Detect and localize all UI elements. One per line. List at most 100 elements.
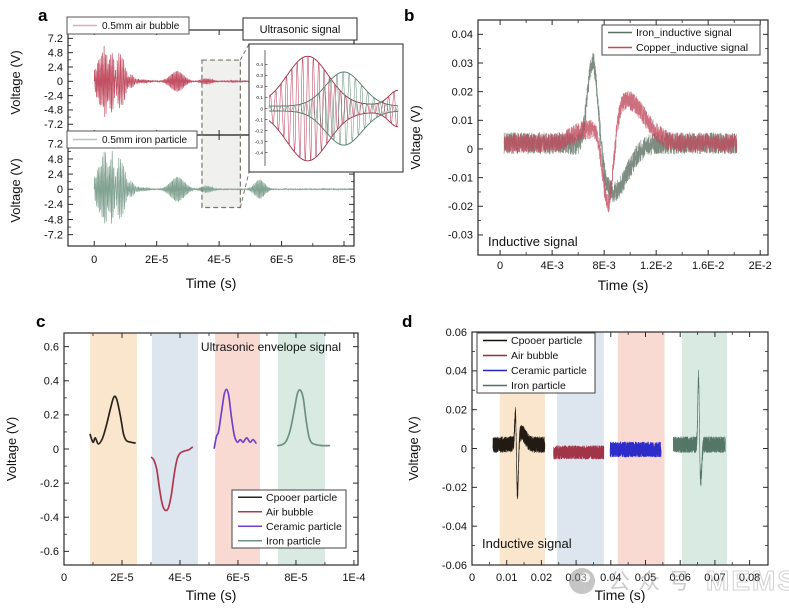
svg-text:-0.4: -0.4 [40, 512, 59, 524]
svg-text:0.03: 0.03 [452, 58, 473, 70]
svg-text:0.2: 0.2 [44, 410, 59, 422]
svg-text:0: 0 [57, 184, 63, 196]
svg-text:0.06: 0.06 [669, 572, 690, 584]
chart-c-ultrasonic-envelope: 0 2E-5 4E-5 6E-5 8E-5 1E-4 0.6 0.4 0.2 0 -0.2 -0.4 -… [4, 332, 366, 603]
svg-text:0: 0 [467, 144, 473, 156]
svg-text:Ceramic particle: Ceramic particle [511, 365, 587, 377]
svg-text:4E-5: 4E-5 [207, 254, 230, 266]
svg-text:8E-3: 8E-3 [593, 260, 616, 272]
svg-text:0.6: 0.6 [44, 341, 59, 353]
svg-text:0.04: 0.04 [452, 29, 473, 41]
svg-text:Time (s): Time (s) [186, 587, 237, 603]
svg-text:-2.4: -2.4 [44, 199, 63, 211]
svg-text:4E-5: 4E-5 [168, 572, 191, 584]
panel-b: b 0 4E-3 8E-3 1.2E-2 1.6E-2 2E-2 0.04 0.03 0.02 0… [394, 0, 789, 300]
svg-text:2E-2: 2E-2 [749, 260, 772, 272]
highlight-band [90, 333, 138, 565]
chart-b-inductive-signals: 0 4E-3 8E-3 1.2E-2 1.6E-2 2E-2 0.04 0.03 0.02 0.0… [408, 19, 772, 293]
svg-text:-4.8: -4.8 [44, 214, 63, 226]
svg-text:-0.01: -0.01 [448, 172, 473, 184]
watermark-logo-icon [569, 568, 595, 594]
svg-text:Iron particle: Iron particle [511, 380, 566, 392]
svg-text:7.2: 7.2 [48, 139, 63, 151]
svg-text:-0.2: -0.2 [40, 478, 59, 490]
svg-text:-0.03: -0.03 [448, 230, 473, 242]
svg-text:4E-3: 4E-3 [541, 260, 564, 272]
svg-text:0.5mm air bubble: 0.5mm air bubble [102, 21, 180, 32]
svg-text:-0.3: -0.3 [255, 139, 264, 145]
svg-text:-0.02: -0.02 [448, 201, 473, 213]
svg-text:0: 0 [497, 260, 503, 272]
svg-text:0.02: 0.02 [452, 86, 473, 98]
panel-a: a 7.2 4.8 2.4 0 -2.4 -4.8 -7.2 Voltage (V) 0 2E-5… [0, 0, 404, 300]
panel-d: d 00.010.020.030.040.050.060.070.080.060… [394, 300, 789, 609]
svg-text:8E-5: 8E-5 [332, 254, 355, 266]
svg-text:0: 0 [53, 444, 59, 456]
svg-text:Copper_inductive signal: Copper_inductive signal [636, 42, 748, 54]
svg-text:0.02: 0.02 [446, 404, 467, 416]
svg-text:0.3: 0.3 [256, 73, 263, 79]
svg-text:0.07: 0.07 [704, 572, 725, 584]
svg-text:0.08: 0.08 [739, 572, 760, 584]
svg-text:0.1: 0.1 [256, 95, 263, 101]
svg-text:Voltage (V): Voltage (V) [408, 105, 423, 169]
svg-text:0.04: 0.04 [446, 366, 467, 378]
svg-text:0.4: 0.4 [256, 62, 263, 68]
svg-text:Time (s): Time (s) [598, 277, 649, 293]
svg-text:-4.8: -4.8 [44, 105, 63, 117]
svg-text:0: 0 [461, 443, 467, 455]
svg-text:Inductive signal: Inductive signal [482, 536, 572, 551]
svg-text:-7.2: -7.2 [44, 119, 63, 131]
svg-text:-0.6: -0.6 [40, 546, 59, 558]
svg-text:Voltage (V): Voltage (V) [8, 50, 23, 114]
svg-text:-0.2: -0.2 [255, 128, 264, 134]
svg-text:0.05: 0.05 [635, 572, 656, 584]
svg-text:6E-5: 6E-5 [226, 572, 249, 584]
svg-text:Iron_inductive signal: Iron_inductive signal [636, 27, 732, 39]
svg-text:Time (s): Time (s) [595, 587, 646, 603]
svg-text:1.2E-2: 1.2E-2 [640, 260, 672, 272]
chart-d-inductive-particles: 00.010.020.030.040.050.060.070.080.060.0… [406, 327, 789, 603]
svg-text:0.4: 0.4 [44, 376, 59, 388]
panel-c-label: c [36, 312, 46, 331]
svg-text:Ultrasonic envelope signal: Ultrasonic envelope signal [201, 340, 341, 354]
svg-text:-0.06: -0.06 [442, 560, 467, 572]
svg-text:-7.2: -7.2 [44, 229, 63, 241]
inset-ultrasonic-signal: Ultrasonic signal 0.4 0.3 0.2 0.1 0 -0.1 -0.2 -0… [242, 17, 404, 173]
svg-text:8E-5: 8E-5 [284, 572, 307, 584]
svg-text:-0.4: -0.4 [255, 150, 264, 156]
svg-text:4.8: 4.8 [48, 47, 63, 59]
svg-text:0: 0 [260, 106, 263, 112]
panel-c: c 0 2E-5 4E-5 6E-5 8E-5 1E-4 0.6 0.4 0.2 0 -0.2 -0.… [0, 300, 400, 609]
svg-text:0: 0 [91, 254, 97, 266]
svg-text:1E-4: 1E-4 [342, 572, 365, 584]
svg-text:0.01: 0.01 [496, 572, 517, 584]
svg-text:Cpooer particle: Cpooer particle [266, 492, 337, 504]
watermark: 公众号 MEMS [569, 564, 789, 597]
svg-text:1.6E-2: 1.6E-2 [692, 260, 724, 272]
svg-text:Voltage (V): Voltage (V) [4, 417, 19, 481]
svg-text:Air bubble: Air bubble [266, 506, 313, 518]
svg-text:Cpooer particle: Cpooer particle [511, 335, 582, 347]
svg-text:6E-5: 6E-5 [270, 254, 293, 266]
svg-text:Ultrasonic signal: Ultrasonic signal [260, 24, 341, 36]
svg-text:Voltage (V): Voltage (V) [406, 416, 421, 480]
svg-text:0: 0 [61, 572, 67, 584]
svg-text:2E-5: 2E-5 [145, 254, 168, 266]
svg-text:MEMS: MEMS [706, 565, 789, 596]
svg-text:0: 0 [469, 572, 475, 584]
svg-text:Inductive signal: Inductive signal [488, 234, 578, 249]
svg-text:Voltage (V): Voltage (V) [8, 158, 23, 222]
svg-text:0: 0 [57, 76, 63, 88]
svg-text:4.8: 4.8 [48, 154, 63, 166]
svg-text:2.4: 2.4 [48, 169, 63, 181]
svg-text:Ceramic particle: Ceramic particle [266, 521, 342, 533]
svg-text:-0.04: -0.04 [442, 521, 467, 533]
svg-text:-0.02: -0.02 [442, 482, 467, 494]
chart-a-ultrasonic-signals: 7.2 4.8 2.4 0 -2.4 -4.8 -7.2 Voltage (V) 0 2E-5 4E… [8, 16, 404, 291]
zoom-region-highlight [201, 60, 241, 208]
panel-a-label: a [38, 6, 48, 25]
svg-text:0.5mm iron particle: 0.5mm iron particle [102, 135, 187, 146]
svg-text:0.06: 0.06 [446, 327, 467, 339]
